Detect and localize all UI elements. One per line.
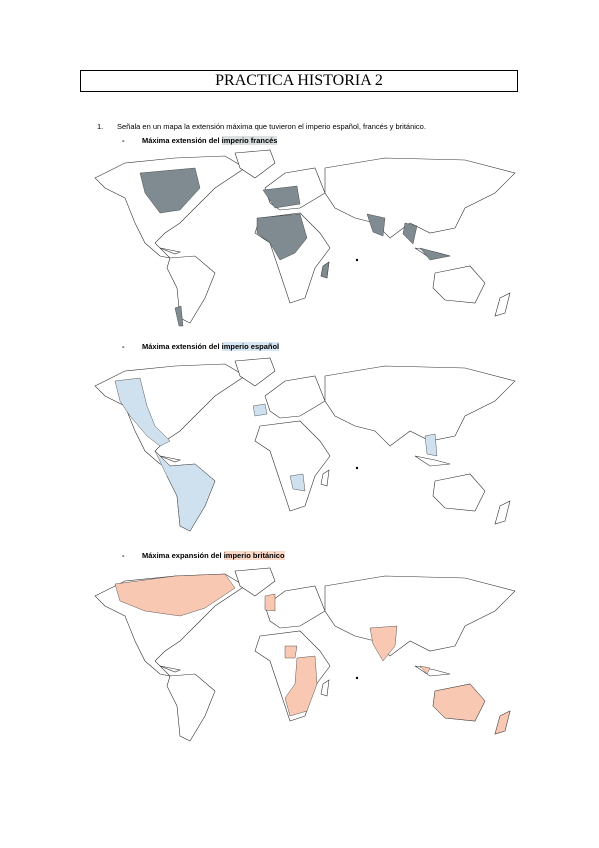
heading-prefix: Máxima extensión del bbox=[142, 342, 222, 351]
section-heading: - Máxima extensión del imperio francés bbox=[122, 136, 278, 145]
world-map-spanish bbox=[94, 357, 516, 532]
question-text: Señala en un mapa la extensión máxima qu… bbox=[117, 122, 426, 131]
question-number: 1. bbox=[97, 122, 104, 131]
page-title: PRACTICA HISTORIA 2 bbox=[80, 70, 518, 92]
heading-prefix: Máxima extensión del bbox=[142, 136, 222, 145]
heading-highlight: imperio británico bbox=[223, 551, 285, 560]
section-heading: - Máxima extensión del imperio español bbox=[122, 342, 280, 351]
bullet: - bbox=[122, 551, 125, 560]
heading-prefix: Máxima expansión del bbox=[142, 551, 224, 560]
heading-highlight: imperio francés bbox=[221, 136, 278, 145]
question: 1. Señala en un mapa la extensión máxima … bbox=[97, 122, 426, 131]
heading-highlight: imperio español bbox=[221, 342, 280, 351]
world-map-french bbox=[94, 149, 516, 327]
section-heading: - Máxima expansión del imperio británico bbox=[122, 551, 285, 560]
bullet: - bbox=[122, 342, 125, 351]
world-map-british bbox=[94, 567, 516, 742]
bullet: - bbox=[122, 136, 125, 145]
